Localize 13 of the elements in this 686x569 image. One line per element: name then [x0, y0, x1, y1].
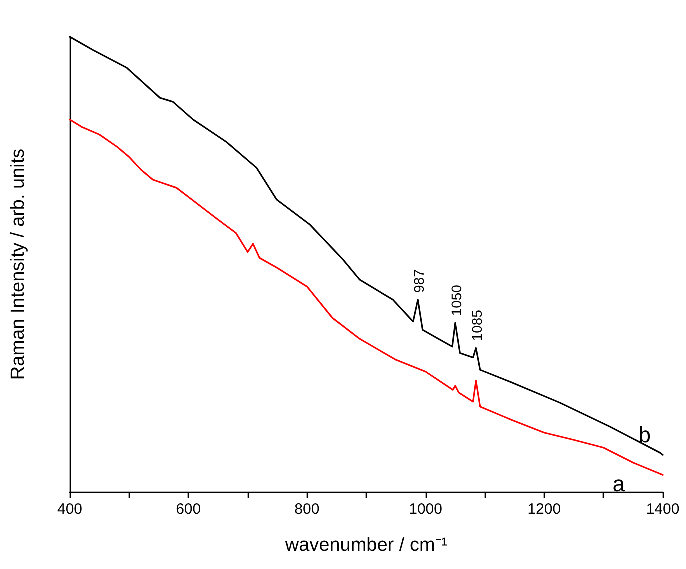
x-tick-label: 400 [57, 501, 83, 518]
y-axis-title: Raman Intensity / arb. units [8, 148, 29, 380]
x-tick-label: 1000 [409, 501, 442, 518]
annotation: 1085 [469, 310, 486, 342]
annotation: 1050 [448, 284, 464, 316]
x-tick-label: 1200 [528, 501, 562, 518]
series-label: a [612, 472, 626, 497]
x-axis-title: wavenumber / cm⁻¹ [284, 535, 448, 556]
x-tick-label: 800 [294, 501, 320, 518]
x-tick-label: 1400 [646, 501, 680, 518]
x-tick-label: 600 [176, 501, 202, 518]
annotation: 987 [411, 269, 428, 293]
series-label: b [638, 422, 651, 448]
